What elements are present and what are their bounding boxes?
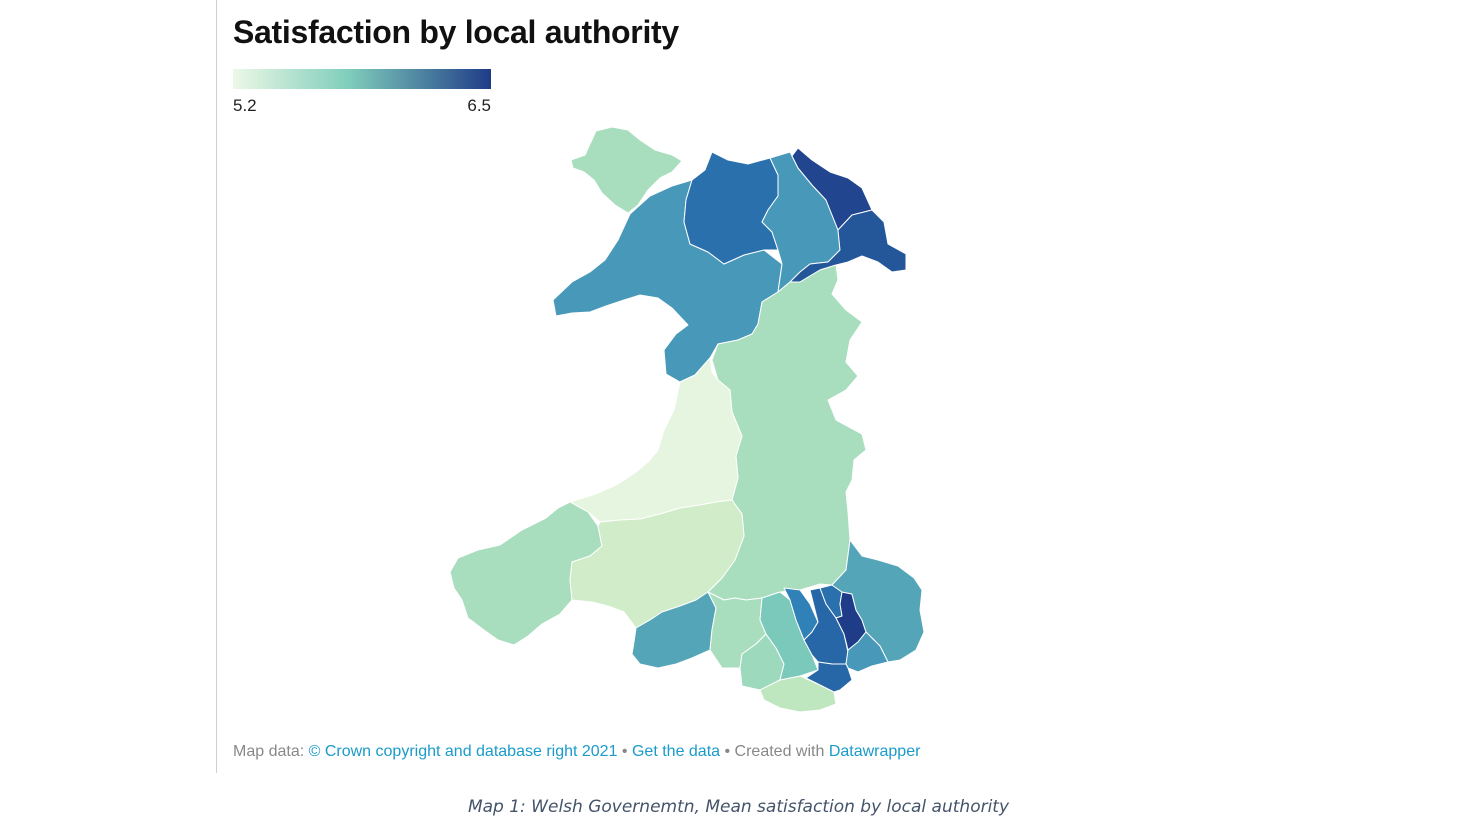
map-footer: Map data: © Crown copyright and database…	[233, 743, 920, 761]
region-anglesey[interactable]	[570, 126, 683, 214]
region-conwy[interactable]	[683, 151, 779, 265]
color-legend: 5.2 6.5	[233, 69, 491, 116]
figure-caption: Map 1: Welsh Governemtn, Mean satisfacti…	[467, 797, 1010, 817]
region-ceredigion[interactable]	[569, 357, 743, 523]
legend-gradient-bar	[233, 69, 491, 89]
footer-prefix: Map data:	[233, 743, 309, 760]
region-newport[interactable]	[845, 631, 889, 673]
source-link[interactable]: © Crown copyright and database right 202…	[308, 743, 618, 760]
vertical-divider	[216, 0, 217, 773]
footer-separator: •	[617, 743, 632, 760]
wales-choropleth-map	[449, 126, 925, 713]
map-title: Satisfaction by local authority	[233, 14, 679, 50]
legend-max-label: 6.5	[467, 96, 491, 115]
get-the-data-link[interactable]: Get the data	[631, 743, 721, 760]
footer-created-with: • Created with	[720, 743, 829, 760]
datawrapper-link[interactable]: Datawrapper	[828, 743, 921, 760]
legend-min-label: 5.2	[233, 96, 257, 115]
region-cardiff[interactable]	[805, 661, 853, 693]
